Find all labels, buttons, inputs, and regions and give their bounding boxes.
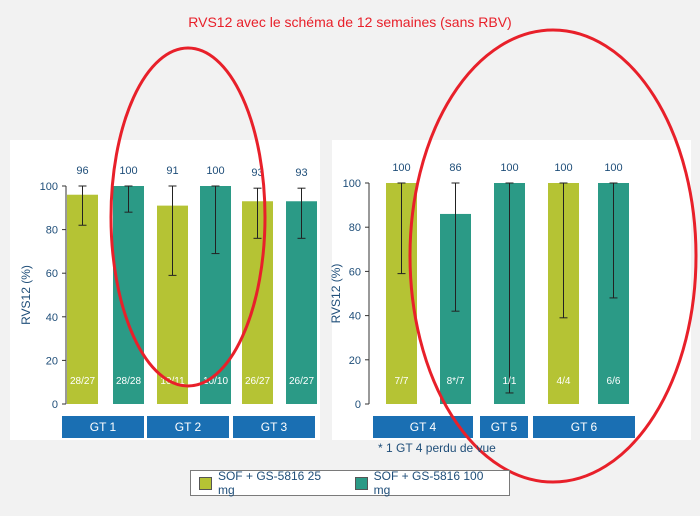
group-header bbox=[533, 416, 635, 438]
footnote: * 1 GT 4 perdu de vue bbox=[378, 441, 496, 455]
group-label: GT 3 bbox=[261, 420, 288, 434]
count-label: 8*/7 bbox=[447, 376, 465, 387]
y-axis-label: RVS12 (%) bbox=[19, 265, 33, 325]
count-label: 1/1 bbox=[503, 376, 517, 387]
group-header bbox=[233, 416, 315, 438]
bar bbox=[67, 194, 98, 404]
y-tick-label: 60 bbox=[349, 266, 361, 278]
count-label: 26/27 bbox=[289, 376, 314, 387]
legend-label-25mg: SOF + GS-5816 25 mg bbox=[217, 469, 322, 497]
group-label: GT 6 bbox=[571, 420, 598, 434]
value-label: 100 bbox=[500, 162, 518, 174]
highlight-ellipse-gt4-6 bbox=[408, 28, 698, 484]
legend: SOF + GS-5816 25 mg SOF + GS-5816 100 mg bbox=[190, 469, 510, 497]
legend-swatch-100mg bbox=[354, 476, 368, 490]
y-tick-label: 100 bbox=[343, 178, 361, 190]
y-axis-label: RVS12 (%) bbox=[329, 264, 343, 324]
y-tick-label: 0 bbox=[355, 399, 361, 411]
count-label: 6/6 bbox=[607, 376, 621, 387]
y-tick-label: 20 bbox=[349, 355, 361, 367]
count-label: 28/28 bbox=[116, 376, 141, 387]
value-label: 86 bbox=[449, 162, 461, 174]
group-label: GT 2 bbox=[175, 420, 202, 434]
y-tick-label: 0 bbox=[52, 399, 58, 411]
bar bbox=[113, 186, 144, 404]
legend-item-100mg: SOF + GS-5816 100 mg bbox=[354, 469, 503, 497]
y-tick-label: 40 bbox=[349, 311, 361, 323]
group-label: GT 5 bbox=[491, 420, 518, 434]
y-tick-label: 20 bbox=[46, 355, 58, 367]
legend-swatch-25mg bbox=[199, 476, 212, 490]
group-header bbox=[480, 416, 528, 438]
chart-title: RVS12 avec le schéma de 12 semaines (san… bbox=[188, 14, 512, 30]
group-header bbox=[373, 416, 473, 438]
group-label: GT 1 bbox=[90, 420, 117, 434]
count-label: 7/7 bbox=[395, 376, 409, 387]
y-tick-label: 80 bbox=[349, 222, 361, 234]
value-label: 100 bbox=[604, 162, 622, 174]
group-header bbox=[62, 416, 144, 438]
highlight-ellipse-gt2 bbox=[109, 46, 267, 388]
count-label: 28/27 bbox=[70, 376, 95, 387]
value-label: 96 bbox=[76, 165, 88, 177]
value-label: 93 bbox=[295, 167, 307, 179]
legend-label-100mg: SOF + GS-5816 100 mg bbox=[373, 469, 484, 497]
group-header bbox=[147, 416, 229, 438]
group-label: GT 4 bbox=[410, 420, 437, 434]
y-tick-label: 40 bbox=[46, 312, 58, 324]
value-label: 100 bbox=[554, 162, 572, 174]
count-label: 4/4 bbox=[557, 376, 571, 387]
value-label: 91 bbox=[166, 165, 178, 177]
value-label: 100 bbox=[119, 165, 137, 177]
value-label: 100 bbox=[392, 162, 410, 174]
value-label: 100 bbox=[206, 165, 224, 177]
y-tick-label: 80 bbox=[46, 225, 58, 237]
y-tick-label: 100 bbox=[40, 181, 58, 193]
legend-item-25mg: SOF + GS-5816 25 mg bbox=[199, 469, 341, 497]
y-tick-label: 60 bbox=[46, 268, 58, 280]
count-label: 26/27 bbox=[245, 376, 270, 387]
count-label: 10/10 bbox=[203, 376, 228, 387]
